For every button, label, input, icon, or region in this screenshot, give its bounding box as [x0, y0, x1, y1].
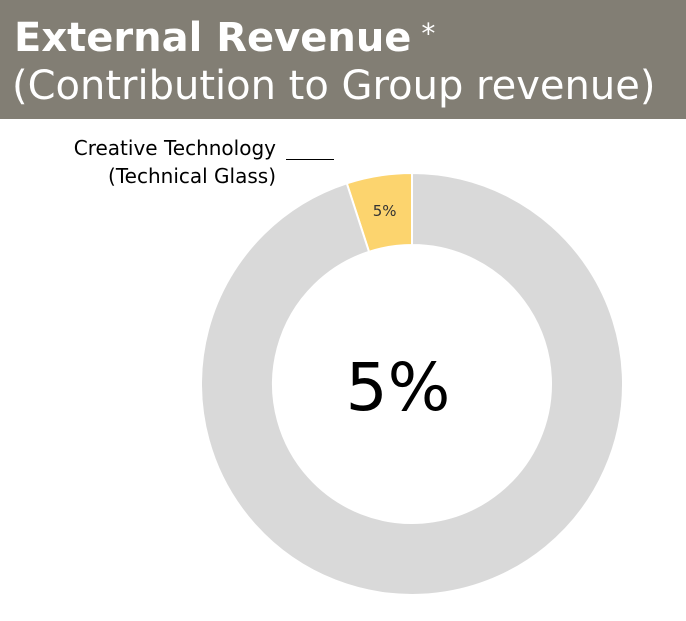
title-asterisk: * [421, 17, 436, 50]
center-label: 5% [346, 349, 451, 426]
title-text: External Revenue [14, 15, 412, 61]
chart-subtitle: (Contribution to Group revenue) [12, 63, 656, 109]
donut-slices [200, 171, 624, 596]
slice-callout-line1: Creative Technology [73, 136, 276, 160]
callout-leader-line [286, 159, 334, 160]
slice-callout-label: Creative Technology (Technical Glass) [40, 134, 276, 190]
header-banner: External Revenue * (Contribution to Group… [0, 0, 686, 119]
slice-data-label: 5% [373, 202, 397, 220]
chart-title: External Revenue * [14, 8, 435, 64]
slice-callout-line2: (Technical Glass) [108, 164, 276, 188]
donut-slice-1 [200, 171, 624, 596]
